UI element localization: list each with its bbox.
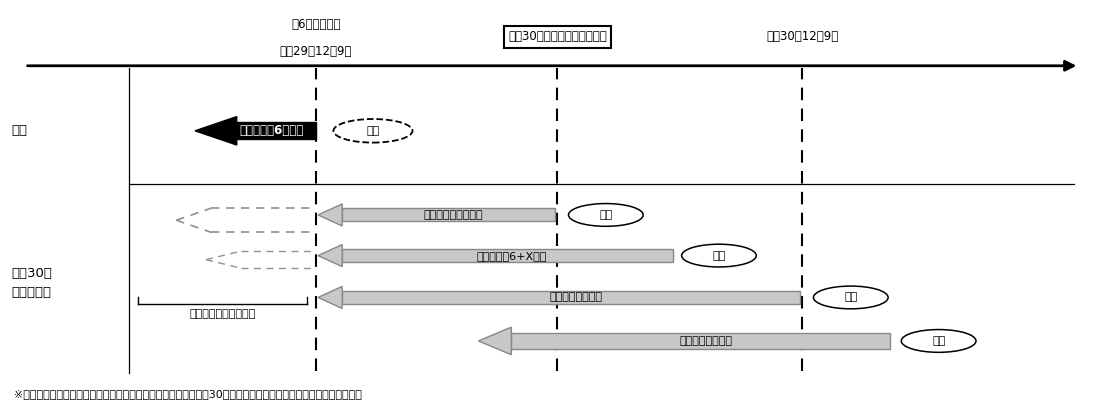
Polygon shape xyxy=(342,208,555,221)
Polygon shape xyxy=(318,204,342,226)
Text: 例外期間にはならない: 例外期間にはならない xyxy=(190,309,256,319)
Text: 出願: 出願 xyxy=(932,336,945,346)
Polygon shape xyxy=(342,291,800,304)
Text: ※例外期間：発明が公開された日がこの期間内であれば、特許法30条１項又は２項の適用を受けることができる。: ※例外期間：発明が公開された日がこの期間内であれば、特許法30条１項又は２項の適… xyxy=(13,389,362,399)
Text: 例外期間（１年）: 例外期間（１年） xyxy=(549,293,602,302)
Text: 出願: 出願 xyxy=(845,293,858,302)
Text: 例外期間（１年）: 例外期間（１年） xyxy=(680,336,733,346)
Text: （6月前の日）: （6月前の日） xyxy=(291,18,341,31)
Text: 例外期間（6か月）: 例外期間（6か月） xyxy=(240,124,304,137)
Text: 出願: 出願 xyxy=(599,210,613,220)
Polygon shape xyxy=(342,249,672,262)
Ellipse shape xyxy=(333,119,413,143)
Ellipse shape xyxy=(814,286,888,309)
Text: 出願: 出願 xyxy=(712,250,725,260)
Text: 平成30年
改正特許法: 平成30年 改正特許法 xyxy=(11,267,53,299)
Polygon shape xyxy=(318,245,342,267)
Text: 例外期間（6+X月）: 例外期間（6+X月） xyxy=(477,250,548,260)
Text: 平成30年12月9日: 平成30年12月9日 xyxy=(766,30,839,43)
Text: 平成30年６月９日（施行日）: 平成30年６月９日（施行日） xyxy=(508,30,607,43)
Ellipse shape xyxy=(569,204,644,226)
Text: 旧法: 旧法 xyxy=(11,124,28,137)
Text: 平成29年12月9日: 平成29年12月9日 xyxy=(279,44,352,58)
Text: 出願: 出願 xyxy=(367,126,380,136)
Ellipse shape xyxy=(901,330,976,352)
Polygon shape xyxy=(511,333,890,349)
Polygon shape xyxy=(195,117,236,145)
Polygon shape xyxy=(478,327,511,355)
Polygon shape xyxy=(236,122,316,139)
Text: 例外期間（６か月）: 例外期間（６か月） xyxy=(423,210,482,220)
Polygon shape xyxy=(318,286,342,309)
Ellipse shape xyxy=(681,244,756,267)
